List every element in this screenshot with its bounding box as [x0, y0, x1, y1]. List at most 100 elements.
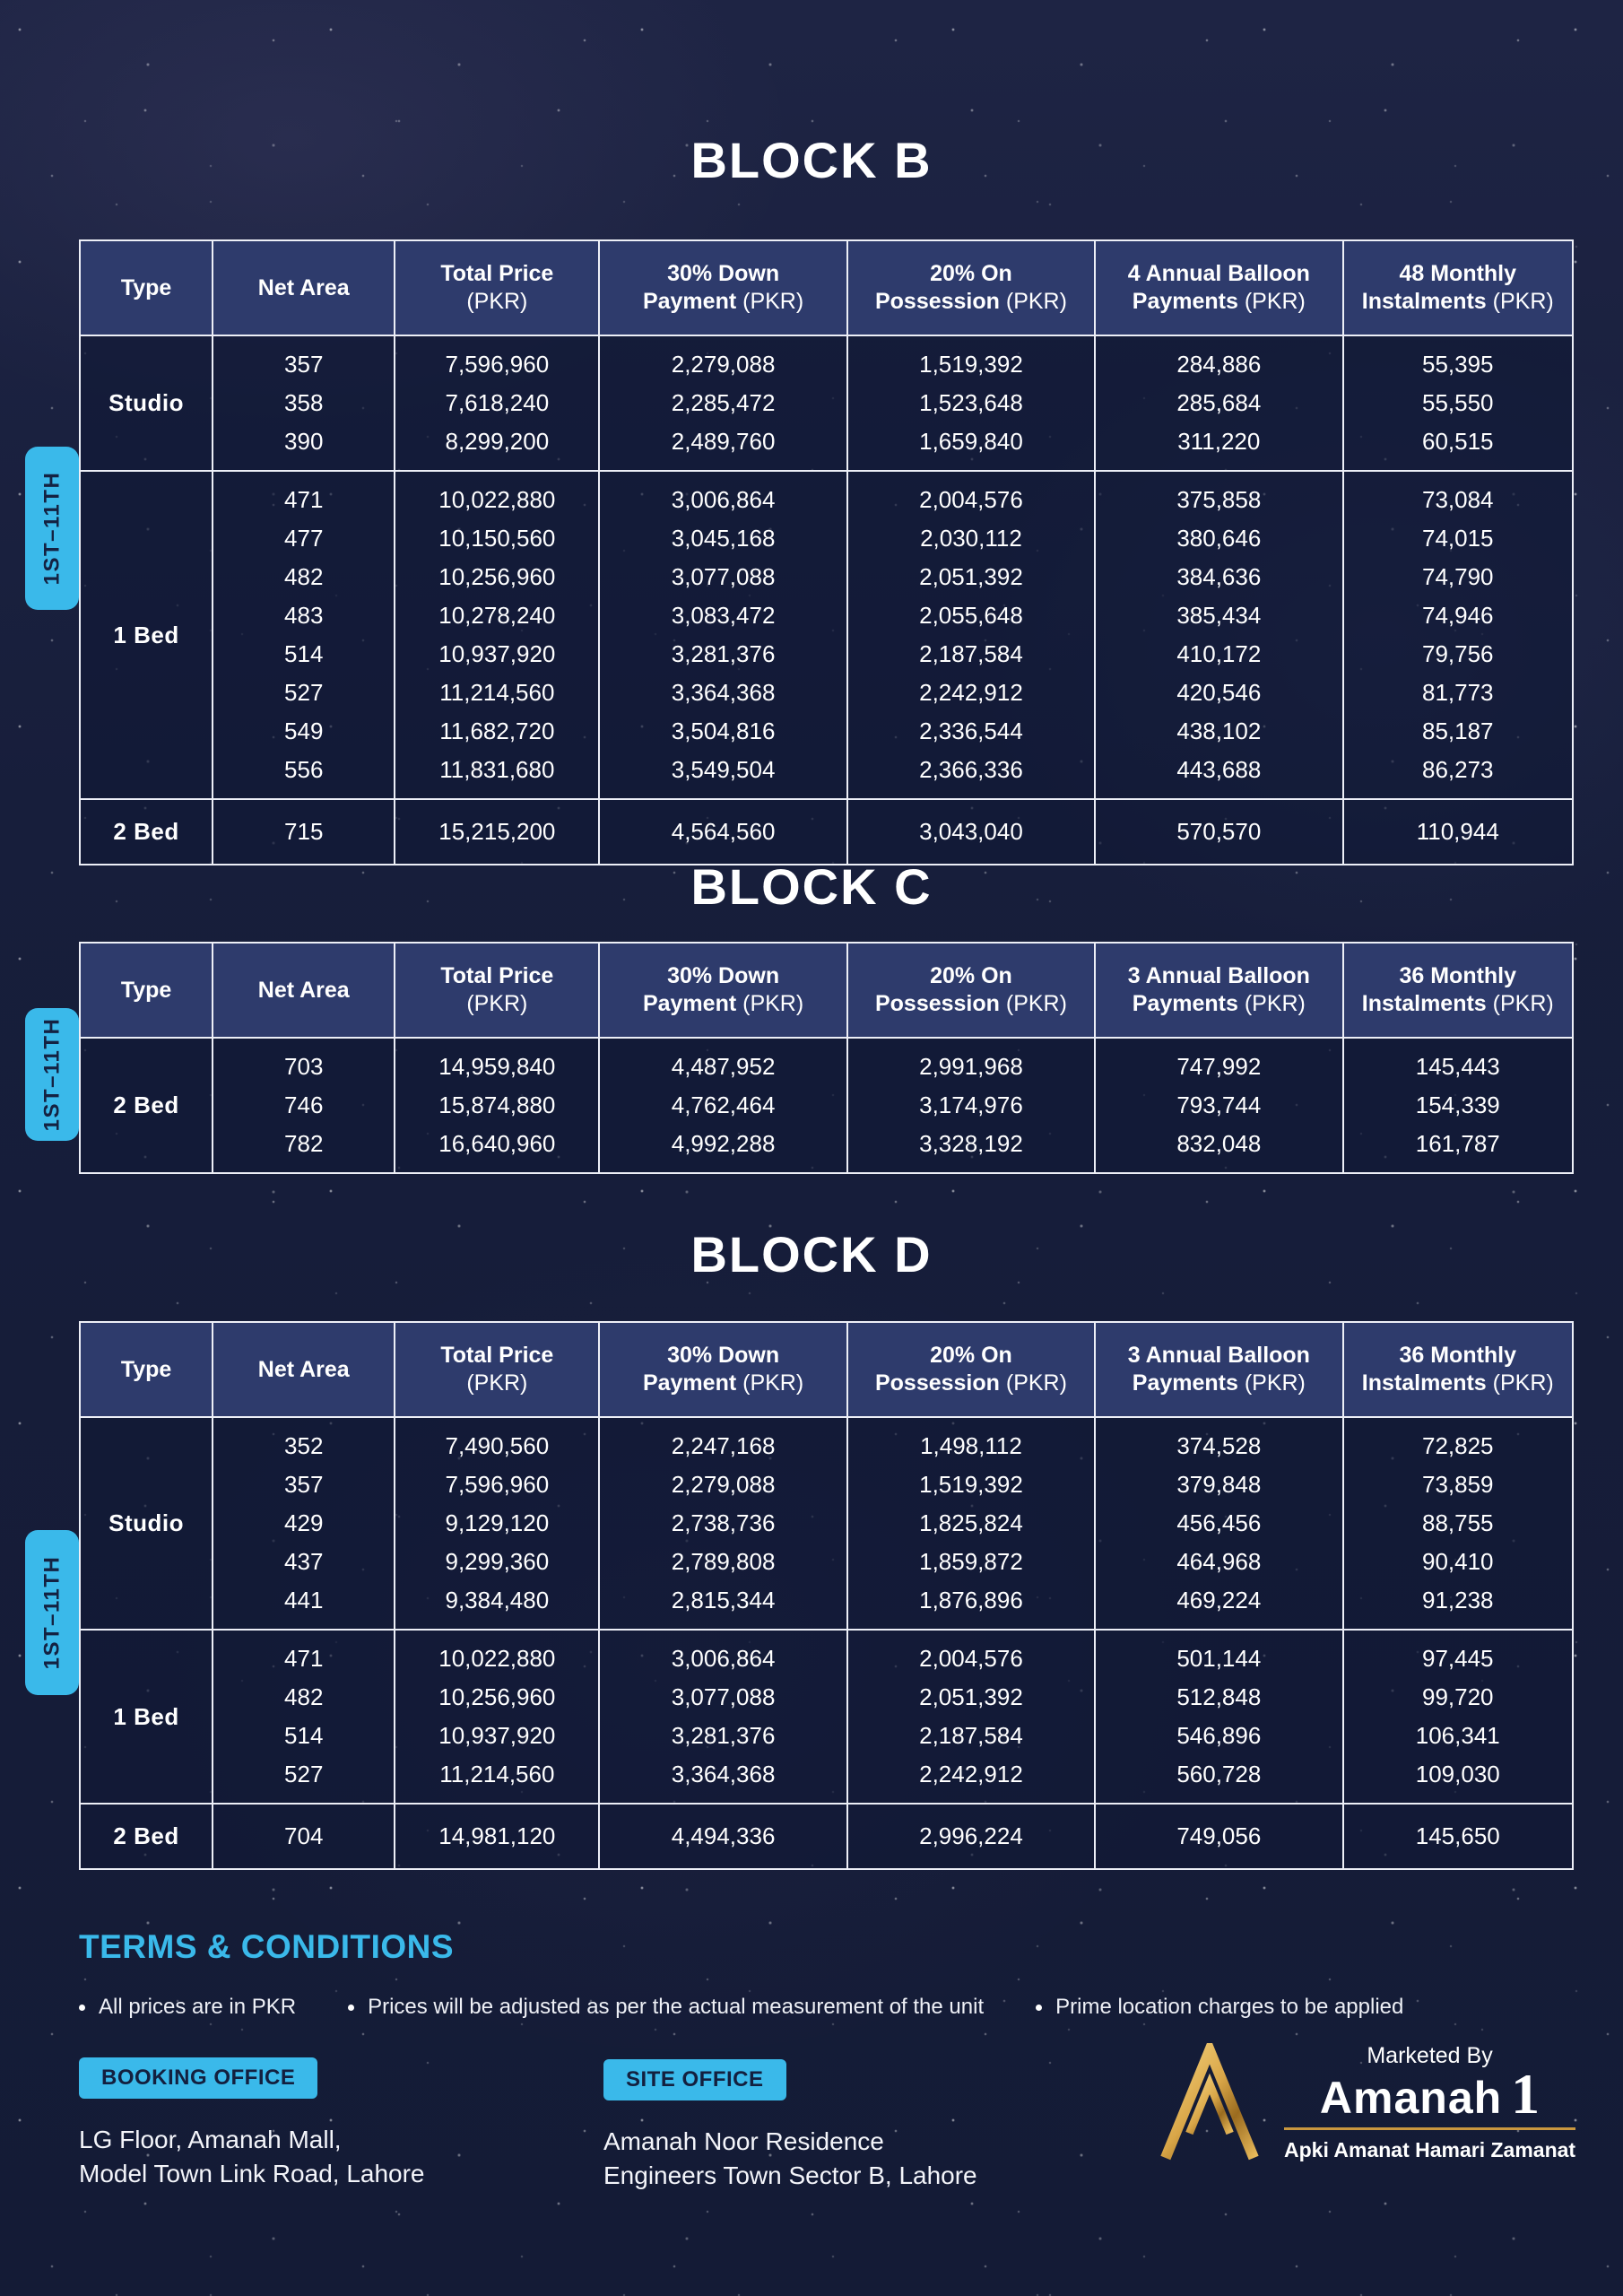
address-line: LG Floor, Amanah Mall, [79, 2126, 342, 2153]
value: 749,056 [1176, 1822, 1262, 1849]
value: 145,443 [1415, 1053, 1500, 1080]
address-line: Engineers Town Sector B, Lahore [603, 2161, 977, 2189]
value: 549 [284, 718, 324, 744]
value: 2,279,088 [671, 351, 776, 378]
value: 55,395 [1421, 351, 1494, 378]
value: 3,364,368 [671, 1761, 776, 1787]
value-cell: 145,443 154,339 161,787 [1341, 1037, 1575, 1174]
value: 81,773 [1421, 679, 1494, 706]
value: 74,015 [1421, 525, 1494, 552]
brand-name: Amanah [1319, 2073, 1503, 2123]
value-cell: 357 358 390 [212, 335, 396, 472]
brand-tagline: Apki Amanat Hamari Zamanat [1284, 2138, 1576, 2161]
value: 9,299,360 [445, 1548, 550, 1575]
unit-type-cell: 2 Bed [78, 1037, 214, 1174]
value: 11,682,720 [439, 718, 555, 744]
column-header: 30% Down Payment (PKR) [598, 239, 848, 336]
value: 3,077,088 [671, 563, 776, 590]
value: 3,328,192 [919, 1130, 1023, 1157]
value-cell: 14,981,120 [394, 1803, 601, 1870]
value-cell: 4,487,952 4,762,464 4,992,288 [598, 1037, 848, 1174]
value: 2,187,584 [919, 1722, 1023, 1749]
marketed-by-label: Marketed By [1367, 2043, 1493, 2068]
price-table-block-d: Type Net Area Total Price (PKR) 30% Down Paym… [78, 1321, 1575, 1870]
value-cell: 15,215,200 [394, 798, 601, 865]
value: 703 [284, 1053, 324, 1080]
bullet-dot [348, 2004, 355, 2011]
column-header: 36 Monthly Instalments (PKR) [1341, 1321, 1575, 1418]
value: 8,299,200 [445, 428, 550, 455]
value-cell: 72,825 73,859 88,755 90,410 91,238 [1341, 1416, 1575, 1631]
value: 2,996,224 [919, 1822, 1023, 1849]
value: 4,762,464 [671, 1091, 776, 1118]
value: 3,043,040 [919, 818, 1023, 845]
brand-name-row: Amanah 1 [1319, 2065, 1540, 2124]
column-header: Type [78, 942, 214, 1039]
column-header: 3 Annual Balloon Payments (PKR) [1094, 1321, 1344, 1418]
value-cell: 10,022,880 10,256,960 10,937,920 11,214,560 [394, 1629, 601, 1805]
site-office-block: SITE OFFICE Amanah Noor Residence Engine… [603, 2059, 977, 2193]
value: 110,944 [1416, 818, 1499, 845]
column-header: Net Area [212, 942, 396, 1039]
value: 3,174,976 [919, 1091, 1023, 1118]
unit-group-row: 2 Bed 703 746 782 14,959,840 15,874,880 16,640… [78, 1037, 1575, 1174]
value: 3,006,864 [671, 1645, 776, 1672]
value: 3,083,472 [671, 602, 776, 629]
site-office-address: Amanah Noor Residence Engineers Town Sec… [603, 2125, 977, 2193]
value-cell: 4,564,560 [598, 798, 848, 865]
value: 154,339 [1415, 1091, 1500, 1118]
value-cell: 352 357 429 437 441 [212, 1416, 396, 1631]
value: 55,550 [1421, 389, 1494, 416]
value: 420,546 [1176, 679, 1262, 706]
column-header: 3 Annual Balloon Payments (PKR) [1094, 942, 1344, 1039]
value: 715 [284, 818, 324, 845]
value: 2,055,648 [919, 602, 1023, 629]
value: 1,859,872 [919, 1548, 1023, 1575]
floor-range-tab-block-c: 1ST–11TH [25, 1008, 79, 1141]
value: 91,238 [1421, 1587, 1494, 1613]
value-cell: 374,528 379,848 456,456 464,968 469,224 [1094, 1416, 1344, 1631]
block-c-title: BLOCK C [690, 858, 933, 915]
value: 97,445 [1421, 1645, 1494, 1672]
value: 73,859 [1421, 1471, 1494, 1498]
amanah-triangle-logo-icon [1160, 2043, 1259, 2161]
value: 527 [284, 1761, 324, 1787]
unit-group-row: 2 Bed 715 15,215,200 4,564,560 3,043,040 570,… [78, 798, 1575, 865]
terms-item: Prices will be adjusted as per the actua… [348, 1995, 984, 2020]
value: 9,129,120 [445, 1509, 550, 1536]
value: 2,030,112 [920, 525, 1022, 552]
value-cell: 110,944 [1341, 798, 1575, 865]
terms-list: All prices are in PKR Prices will be adju… [79, 1995, 1567, 2020]
value-cell: 7,490,560 7,596,960 9,129,120 9,299,360 9,38… [394, 1416, 601, 1631]
value: 501,144 [1176, 1645, 1262, 1672]
value: 15,215,200 [438, 818, 556, 845]
value: 410,172 [1176, 640, 1262, 667]
value: 1,825,824 [919, 1509, 1023, 1536]
value: 546,896 [1176, 1722, 1262, 1749]
brand-text: Marketed By Amanah 1 Apki Amanat Hamari … [1284, 2043, 1576, 2162]
value: 2,489,760 [671, 428, 776, 455]
value: 4,494,336 [671, 1822, 776, 1849]
unit-type-cell: 1 Bed [78, 1629, 214, 1805]
value-cell: 4,494,336 [598, 1803, 848, 1870]
value: 3,281,376 [671, 1722, 776, 1749]
column-header: Total Price (PKR) [394, 239, 601, 336]
value-cell: 2,991,968 3,174,976 3,328,192 [846, 1037, 1097, 1174]
value-cell: 471 477 482 483 514 527 549 556 [212, 470, 396, 800]
value: 2,336,544 [919, 718, 1023, 744]
value: 2,051,392 [919, 563, 1023, 590]
column-header: Total Price (PKR) [394, 942, 601, 1039]
block-b-title: BLOCK B [690, 132, 933, 188]
value: 464,968 [1176, 1548, 1262, 1575]
value: 556 [284, 756, 324, 783]
unit-type-cell: 2 Bed [78, 798, 214, 865]
value: 86,273 [1421, 756, 1494, 783]
value: 2,247,168 [671, 1432, 776, 1459]
booking-office-badge: BOOKING OFFICE [79, 2057, 318, 2099]
value: 7,490,560 [445, 1432, 550, 1459]
value: 2,242,912 [919, 679, 1023, 706]
value: 514 [284, 1722, 324, 1749]
value: 469,224 [1176, 1587, 1262, 1613]
floor-range-tab-block-d: 1ST–11TH [25, 1530, 79, 1695]
